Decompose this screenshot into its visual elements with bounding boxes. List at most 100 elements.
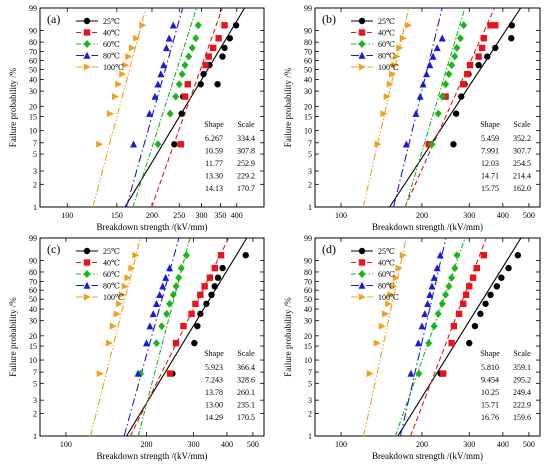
y-tick-label: 3 <box>33 167 37 176</box>
x-tick-label: 100 <box>60 440 72 449</box>
data-point <box>418 322 426 330</box>
data-point <box>215 35 222 42</box>
table-scale-value: 328.6 <box>237 376 255 385</box>
data-point <box>154 140 162 149</box>
data-point <box>451 52 459 61</box>
data-point <box>119 70 127 78</box>
y-tick-label: 90 <box>29 27 37 36</box>
x-tick-label: 500 <box>523 440 535 449</box>
table-header-scale: Scale <box>237 349 255 358</box>
data-point <box>177 264 185 273</box>
legend-label: 60℃ <box>378 270 395 279</box>
table-shape-value: 16.76 <box>481 413 499 422</box>
data-point <box>425 339 433 348</box>
y-tick-label: 50 <box>304 295 312 304</box>
table-shape-value: 13.30 <box>205 172 223 181</box>
legend-marker <box>83 293 91 301</box>
data-point <box>194 21 202 30</box>
data-point <box>385 300 393 308</box>
x-tick-label: 500 <box>523 211 535 220</box>
data-point <box>477 310 484 318</box>
table-shape-value: 5.923 <box>205 363 223 372</box>
legend-label: 40℃ <box>378 259 395 268</box>
data-point <box>219 53 226 60</box>
data-point <box>458 93 465 100</box>
y-tick-label: 90 <box>304 256 312 265</box>
data-point <box>455 310 463 318</box>
data-point <box>423 70 431 78</box>
data-point <box>151 92 159 100</box>
x-axis-title: Breakdown strength /(kV/mm) <box>372 222 483 232</box>
data-point <box>450 141 457 148</box>
fit-line <box>89 237 141 437</box>
fit-line <box>151 7 223 208</box>
y-tick-label: 15 <box>304 113 312 122</box>
data-point <box>436 251 444 259</box>
legend-label: 40℃ <box>103 259 120 268</box>
legend-marker <box>358 281 366 289</box>
legend-label: 40℃ <box>103 29 120 38</box>
data-point <box>180 322 187 330</box>
y-tick-label: 30 <box>29 317 37 326</box>
data-point <box>480 35 488 42</box>
data-point <box>393 53 401 61</box>
data-point <box>118 291 126 299</box>
data-point <box>169 290 177 299</box>
fit-line <box>404 7 496 208</box>
y-tick-label: 10 <box>29 127 37 136</box>
y-tick-label: 80 <box>304 268 312 277</box>
fit-line <box>394 237 466 437</box>
data-point <box>142 339 150 347</box>
data-point <box>188 310 195 318</box>
y-tick-label: 5 <box>308 379 312 388</box>
data-point <box>200 70 207 78</box>
panel-label: (b) <box>322 12 336 26</box>
y-tick-label: 20 <box>304 102 312 111</box>
table-shape-value: 14.13 <box>205 184 223 193</box>
data-point <box>373 339 381 347</box>
data-point <box>163 309 171 318</box>
table-scale-value: 307.7 <box>513 147 531 156</box>
data-point <box>426 291 434 299</box>
table-shape-value: 7.991 <box>481 147 499 156</box>
panel-label: (d) <box>322 242 336 256</box>
y-tick-label: 3 <box>308 167 312 176</box>
x-tick-label: 400 <box>221 440 233 449</box>
table-shape-value: 15.71 <box>481 401 499 410</box>
data-point <box>505 264 512 272</box>
y-tick-label: 15 <box>29 342 37 351</box>
legend-marker <box>358 259 366 266</box>
data-point <box>387 291 395 299</box>
table-header-scale: Scale <box>513 120 531 129</box>
plot-frame <box>314 7 541 208</box>
data-point <box>217 252 225 259</box>
data-point <box>194 322 201 330</box>
y-tick-label: 10 <box>304 356 312 365</box>
y-axis-title: Failure probability /% <box>283 297 293 377</box>
data-point <box>424 299 432 307</box>
data-point <box>452 110 460 117</box>
data-point <box>210 44 217 52</box>
data-point <box>407 369 415 377</box>
y-tick-label: 70 <box>304 277 312 286</box>
data-point <box>388 70 396 78</box>
fit-line <box>393 7 443 208</box>
legend-label: 100℃ <box>378 63 399 72</box>
data-point <box>128 44 136 52</box>
data-point <box>166 109 174 118</box>
data-point <box>208 291 215 299</box>
data-point <box>181 93 189 100</box>
data-point <box>415 369 423 378</box>
fit-line <box>389 7 522 208</box>
legend-label: 25℃ <box>378 247 395 256</box>
data-point <box>402 140 410 148</box>
data-point <box>192 34 200 43</box>
data-point <box>166 264 174 272</box>
table-shape-value: 12.03 <box>481 159 499 168</box>
data-point <box>172 339 180 347</box>
y-axis-title: Failure probability /% <box>8 297 18 377</box>
data-point <box>109 322 117 330</box>
data-point <box>125 53 133 61</box>
table-header-shape: Shape <box>204 120 224 129</box>
y-tick-label: 99 <box>29 234 37 243</box>
